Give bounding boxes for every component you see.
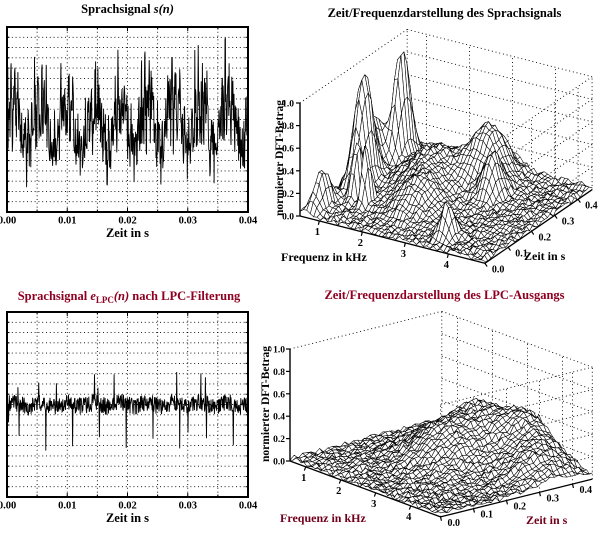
chart-title-lpc-residual: Sprachsignal eLPC(n) nach LPC-Filterung: [0, 289, 258, 305]
xaxis-label-lpc-residual: Zeit in s: [105, 511, 150, 525]
svg-text:1.0: 1.0: [282, 100, 294, 110]
svg-text:0.2: 0.2: [282, 190, 294, 200]
svg-text:0.3: 0.3: [562, 216, 575, 227]
title-part: Zeit/Frequenzdarstellung des Sprachsigna…: [327, 6, 562, 20]
svg-text:0.2: 0.2: [514, 502, 527, 513]
svg-text:0.2: 0.2: [539, 232, 552, 243]
svg-text:0.01: 0.01: [58, 216, 76, 227]
title-part: e: [90, 289, 96, 303]
title-part: nach LPC-Filterung: [129, 289, 241, 303]
chart-title-spectrogram-speech: Zeit/Frequenzdarstellung des Sprachsigna…: [286, 6, 603, 21]
svg-text:4: 4: [406, 512, 412, 523]
svg-text:0.04: 0.04: [239, 216, 258, 227]
svg-text:0.03: 0.03: [179, 216, 197, 227]
z-axis-label-spectrogram-speech: normierter DFT-Betrag: [274, 100, 286, 216]
title-part: Sprachsignal: [17, 289, 91, 303]
freq-axis-label-spectrogram-lpc: Frequenz in kHz: [280, 511, 366, 525]
svg-text:1.0: 1.0: [273, 346, 285, 356]
chart-title-speech-signal: Sprachsignal s(n): [7, 2, 248, 17]
svg-text:2: 2: [358, 238, 363, 249]
svg-text:2: 2: [336, 486, 341, 497]
title-part: (n): [113, 289, 130, 303]
svg-text:3: 3: [371, 499, 376, 510]
svg-text:0.8: 0.8: [282, 122, 294, 132]
time-axis-label-spectrogram-speech: Zeit in s: [524, 249, 566, 263]
title-part: Sprachsignal: [81, 2, 154, 16]
svg-text:0.2: 0.2: [273, 435, 285, 445]
svg-text:0.0: 0.0: [492, 264, 505, 275]
svg-text:3: 3: [401, 249, 406, 260]
svg-text:0.0: 0.0: [448, 518, 461, 529]
freq-axis-label-spectrogram-speech: Frequenz in kHz: [281, 250, 367, 264]
svg-text:0.3: 0.3: [547, 493, 560, 504]
svg-text:0.6: 0.6: [273, 390, 285, 400]
svg-text:4: 4: [444, 260, 450, 271]
svg-text:0.02: 0.02: [118, 216, 136, 227]
svg-text:1: 1: [301, 473, 306, 484]
title-part: LPC: [95, 295, 114, 305]
svg-text:0.4: 0.4: [282, 167, 294, 177]
time-axis-label-spectrogram-lpc: Zeit in s: [526, 513, 568, 527]
title-part: Zeit/Frequenzdarstellung des LPC-Ausgang…: [324, 288, 565, 302]
svg-text:0.02: 0.02: [118, 501, 136, 512]
svg-text:0.0: 0.0: [273, 458, 285, 468]
svg-text:0.6: 0.6: [282, 145, 294, 155]
svg-text:0.00: 0.00: [0, 216, 16, 227]
xaxis-label-speech-signal: Zeit in s: [105, 226, 150, 240]
svg-text:0.4: 0.4: [273, 413, 285, 423]
svg-text:0.4: 0.4: [585, 200, 598, 211]
svg-text:0.03: 0.03: [179, 501, 197, 512]
svg-text:1: 1: [315, 227, 320, 238]
svg-text:0.00: 0.00: [0, 501, 16, 512]
title-part: s(n): [153, 2, 174, 16]
svg-text:0.04: 0.04: [239, 501, 258, 512]
z-axis-label-spectrogram-lpc: normierter DFT-Betrag: [260, 346, 272, 462]
svg-text:0.1: 0.1: [515, 248, 528, 259]
svg-text:0.4: 0.4: [580, 485, 593, 496]
svg-text:0.1: 0.1: [481, 510, 494, 521]
svg-text:0.01: 0.01: [58, 501, 76, 512]
svg-text:0.0: 0.0: [282, 213, 294, 223]
chart-title-spectrogram-lpc: Zeit/Frequenzdarstellung des LPC-Ausgang…: [286, 288, 603, 303]
svg-text:0.8: 0.8: [273, 368, 285, 378]
